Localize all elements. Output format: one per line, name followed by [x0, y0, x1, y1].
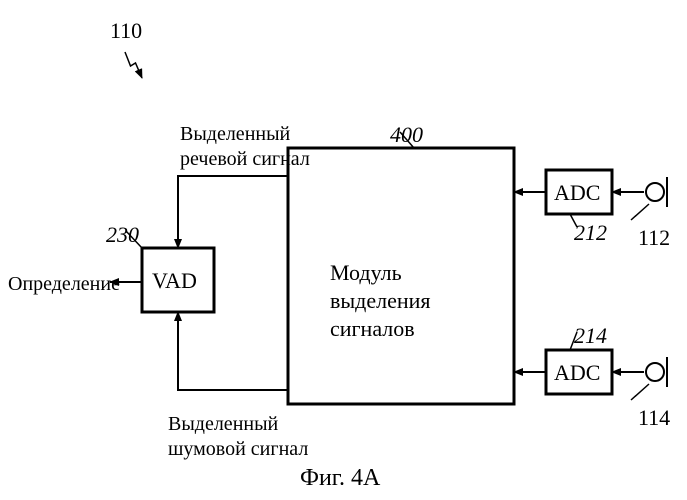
adc-1-ref: 212 — [574, 220, 607, 245]
adc-2-label: ADC — [554, 360, 600, 385]
module-ref: 400 — [390, 122, 423, 147]
figure-ref-110: 110 — [110, 18, 142, 43]
mic-1-lead — [631, 204, 649, 220]
speech-label-1: Выделенный — [180, 123, 291, 145]
figure-ref-arrow — [125, 52, 142, 78]
module-text-3: сигналов — [330, 316, 415, 341]
noise-label-2: шумовой сигнал — [168, 438, 308, 460]
module-text-2: выделения — [330, 288, 431, 313]
mic-2-circle — [646, 363, 664, 381]
mic-2-ref: 114 — [638, 405, 670, 430]
adc-2-ref: 214 — [574, 323, 607, 348]
vad-ref: 230 — [106, 222, 139, 247]
arrow-noise-signal — [178, 312, 288, 390]
output-label: Определение — [8, 273, 120, 295]
mic-1-circle — [646, 183, 664, 201]
figure-caption: Фиг. 4A — [300, 465, 381, 491]
arrow-speech-signal — [178, 176, 288, 248]
speech-label-2: речевой сигнал — [180, 148, 310, 170]
mic-2-lead — [631, 384, 649, 400]
module-text-1: Модуль — [330, 260, 402, 285]
noise-label-1: Выделенный — [168, 413, 279, 435]
adc-1-label: ADC — [554, 180, 600, 205]
mic-1-ref: 112 — [638, 225, 670, 250]
vad-label: VAD — [152, 268, 197, 293]
